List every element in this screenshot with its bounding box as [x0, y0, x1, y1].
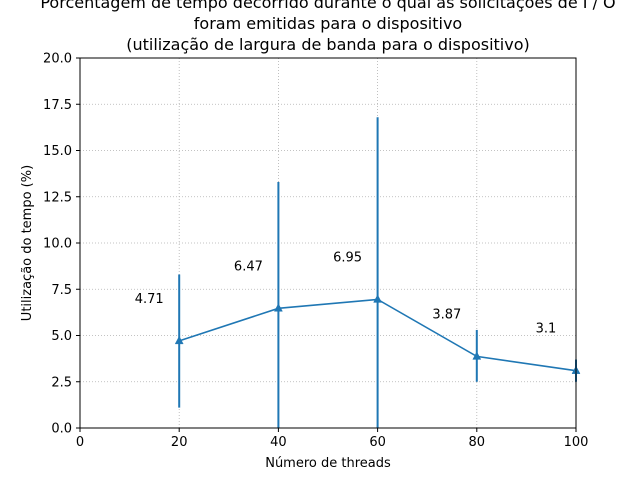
data-point-marker [373, 294, 383, 303]
y-tick-label: 12.5 [43, 190, 72, 205]
data-point-marker [472, 351, 482, 360]
data-label: 3.1 [536, 322, 557, 337]
data-point-marker [273, 303, 283, 312]
chart-title-line: foram emitidas para o dispositivo [194, 14, 462, 33]
series-layer [174, 117, 581, 428]
y-tick-label: 15.0 [43, 144, 72, 159]
y-tick-label: 2.5 [51, 375, 72, 390]
data-label: 6.47 [234, 259, 263, 274]
data-labels: 4.71 6.47 6.95 3.87 3.1 [135, 250, 557, 336]
y-tick-label: 0.0 [51, 422, 72, 437]
x-tick-label: 100 [564, 435, 589, 450]
y-axis-label: Utilização do tempo (%) [20, 165, 35, 321]
ticks: 0 20 40 60 80 100 0.0 2.5 5.0 7.5 10.0 12.5 15.0 17.5… [43, 52, 588, 451]
y-tick-label: 17.5 [43, 98, 72, 113]
x-tick-label: 20 [171, 435, 188, 450]
y-tick-label: 7.5 [51, 283, 72, 298]
chart-title: Porcentagem de tempo decorrido durante o… [40, 0, 615, 54]
data-label: 4.71 [135, 292, 164, 307]
x-axis-label: Número de threads [265, 456, 391, 471]
grid [79, 57, 577, 429]
data-label: 3.87 [432, 307, 461, 322]
plot-frame [79, 57, 577, 429]
x-tick-label: 40 [270, 435, 287, 450]
y-tick-label: 10.0 [43, 237, 72, 252]
chart-title-line: Porcentagem de tempo decorrido durante o… [40, 0, 615, 12]
x-tick-label: 0 [76, 435, 84, 450]
data-label: 6.95 [333, 250, 362, 265]
y-tick-label: 5.0 [51, 329, 72, 344]
data-point-marker [174, 335, 184, 345]
x-tick-label: 80 [469, 435, 486, 450]
x-tick-label: 60 [369, 435, 386, 450]
y-tick-label: 20.0 [43, 52, 72, 67]
chart-title-line: (utilização de largura de banda para o d… [126, 35, 530, 54]
